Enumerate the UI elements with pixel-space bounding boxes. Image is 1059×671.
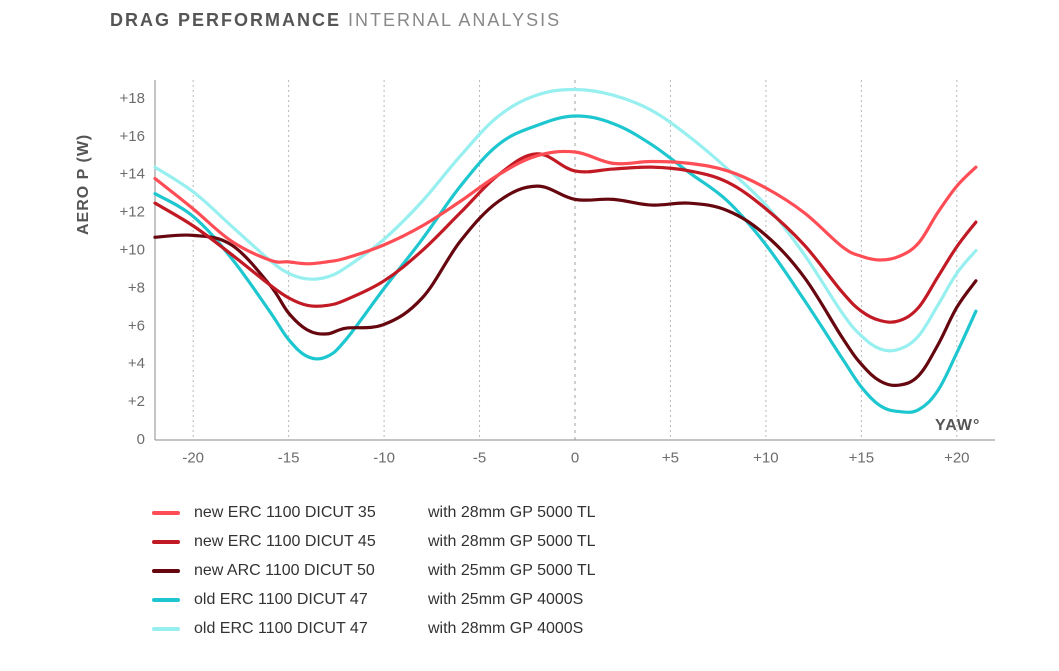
y-tick-label: +16 [120,128,145,145]
y-tick-label: +18 [120,90,145,107]
legend-swatch [152,511,180,515]
chart-title: DRAG PERFORMANCE INTERNAL ANALYSIS [110,10,561,31]
legend-row: new ERC 1100 DICUT 45with 28mm GP 5000 T… [152,527,596,556]
y-tick-label: 0 [137,431,145,448]
legend-series-tire: with 25mm GP 5000 TL [428,562,596,579]
legend-series-tire: with 28mm GP 4000S [428,620,583,637]
series-line [155,186,976,385]
y-tick-label: +12 [120,204,145,221]
y-tick-label: +2 [128,393,145,410]
y-tick-label: +14 [120,166,145,183]
title-light: INTERNAL ANALYSIS [348,10,561,30]
y-tick-label: +10 [120,241,145,258]
legend-series-tire: with 28mm GP 5000 TL [428,504,596,521]
x-tick-label: +5 [662,449,679,466]
legend-swatch [152,540,180,544]
series-line [155,116,976,412]
legend-series-tire: with 25mm GP 4000S [428,591,583,608]
y-tick-label: +8 [128,279,145,296]
series-line [155,89,976,350]
legend-series-name: old ERC 1100 DICUT 47 [194,620,428,638]
legend-series-tire: with 28mm GP 5000 TL [428,533,596,550]
x-tick-label: +15 [849,449,874,466]
legend-series-name: new ARC 1100 DICUT 50 [194,562,428,580]
legend-row: new ERC 1100 DICUT 35with 28mm GP 5000 T… [152,498,596,527]
x-tick-label: -10 [373,449,395,466]
legend-series-name: old ERC 1100 DICUT 47 [194,591,428,609]
legend-swatch [152,569,180,573]
x-tick-label: +20 [944,449,969,466]
legend-swatch [152,627,180,631]
legend: new ERC 1100 DICUT 35with 28mm GP 5000 T… [152,498,596,643]
chart-container: DRAG PERFORMANCE INTERNAL ANALYSIS AERO … [0,0,1059,671]
legend-row: new ARC 1100 DICUT 50with 25mm GP 5000 T… [152,556,596,585]
x-tick-label: +10 [753,449,778,466]
x-tick-label: -15 [278,449,300,466]
x-tick-label: -20 [182,449,204,466]
y-tick-label: +4 [128,355,145,372]
legend-row: old ERC 1100 DICUT 47with 28mm GP 4000S [152,614,596,643]
x-tick-label: -5 [473,449,486,466]
legend-label: old ERC 1100 DICUT 47with 25mm GP 4000S [194,591,583,609]
x-tick-label: 0 [571,449,579,466]
title-strong: DRAG PERFORMANCE [110,10,341,30]
legend-label: new ERC 1100 DICUT 35with 28mm GP 5000 T… [194,504,596,522]
legend-label: old ERC 1100 DICUT 47with 28mm GP 4000S [194,620,583,638]
legend-label: new ARC 1100 DICUT 50with 25mm GP 5000 T… [194,562,596,580]
y-tick-label: +6 [128,317,145,334]
y-axis-label: AERO P (W) [75,134,93,235]
legend-row: old ERC 1100 DICUT 47with 25mm GP 4000S [152,585,596,614]
legend-series-name: new ERC 1100 DICUT 35 [194,504,428,522]
legend-label: new ERC 1100 DICUT 45with 28mm GP 5000 T… [194,533,596,551]
legend-swatch [152,598,180,602]
line-chart: 0 +2 +4 +6 +8 +10 +12 +14 +16 +18 -20 -15 -10 -5 0 +5 +1… [105,80,1005,490]
legend-series-name: new ERC 1100 DICUT 45 [194,533,428,551]
